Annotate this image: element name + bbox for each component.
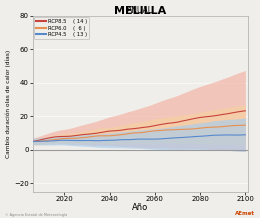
Text: © Agencia Estatal de Meteorología: © Agencia Estatal de Meteorología [5, 213, 67, 217]
X-axis label: Año: Año [132, 203, 148, 213]
Title: MELILLA: MELILLA [114, 5, 166, 15]
Legend: RCP8.5    ( 14 ), RCP6.0    (  6 ), RCP4.5    ( 13 ): RCP8.5 ( 14 ), RCP6.0 ( 6 ), RCP4.5 ( 13… [34, 17, 89, 39]
Y-axis label: Cambio duración olas de calor (días): Cambio duración olas de calor (días) [5, 50, 11, 158]
Text: ANUAL: ANUAL [127, 6, 153, 15]
Text: AEmet: AEmet [235, 211, 255, 216]
